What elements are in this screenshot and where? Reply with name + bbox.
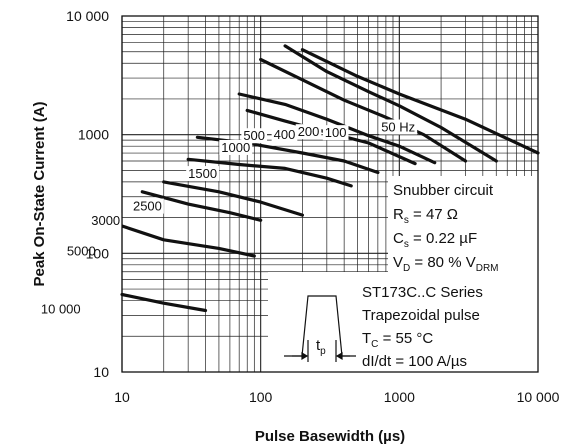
series-label: 2500: [130, 198, 164, 214]
series-label: 200: [295, 124, 322, 140]
series-label-text: 2500: [133, 199, 162, 214]
tick-labels: 10 100 1000 10 000 10 100 1000 10 000: [66, 8, 559, 405]
pulse-type-note: Trapezoidal pulse: [362, 307, 480, 324]
series-label: 500: [241, 128, 268, 144]
y-tick-label: 100: [86, 245, 110, 261]
x-tick-label: 10 000: [517, 389, 560, 405]
pulse-width-label: tp: [316, 337, 326, 357]
series-label-bg: [219, 139, 253, 155]
snubber-title: Snubber circuit: [393, 182, 494, 199]
vd-note: VD = 80 % VDRM: [393, 254, 499, 274]
snubber-notes: Snubber circuit Rs = 47 Ω Cs = 0.22 µF V…: [393, 182, 499, 274]
series-label-text: 10 000: [41, 301, 81, 316]
series-label: 1500: [186, 166, 220, 182]
rs-note: Rs = 47 Ω: [393, 206, 458, 226]
y-axis-label: Peak On-State Current (A): [31, 101, 48, 286]
x-tick-label: 100: [249, 389, 273, 405]
y-tick-label: 10 000: [66, 8, 109, 24]
y-tick-label: 1000: [78, 127, 109, 143]
x-axis-label: Pulse Basewidth (µs): [255, 428, 405, 445]
curve-labels: 50 Hz1002004005001000150025003000500010 …: [38, 119, 418, 317]
series-curve: [259, 57, 468, 163]
series-label: 50 Hz: [379, 119, 418, 135]
tc-note: TC = 55 °C: [362, 330, 433, 350]
didt-note: dI/dt = 100 A/µs: [362, 353, 467, 370]
series-label: 1000: [219, 139, 253, 155]
series-label: 5000: [64, 243, 98, 259]
series-label-text: 400: [274, 127, 296, 142]
series-curve: [120, 292, 208, 313]
series-curve: [162, 180, 304, 217]
series-label-bg: [89, 212, 123, 228]
series-label-bg: [64, 243, 98, 259]
series-label-bg: [271, 127, 298, 143]
plot-frame: [121, 15, 539, 373]
series-label-bg: [186, 166, 220, 182]
y-tick-label: 10: [93, 364, 109, 380]
series-label-bg: [379, 119, 418, 135]
cs-note: Cs = 0.22 µF: [393, 230, 477, 250]
trapezoid-pulse-icon: [284, 295, 356, 362]
series-label-bg: [38, 301, 83, 317]
series-curve: [283, 44, 498, 163]
series-label: 400: [271, 127, 298, 143]
series-label-text: 500: [243, 128, 265, 143]
series-label-bg: [130, 198, 164, 214]
series-label-text: 200: [298, 124, 320, 139]
series-curve: [120, 224, 256, 258]
series-curve: [186, 157, 353, 188]
series-label-text: 1000: [221, 140, 250, 155]
series-label: 100: [322, 125, 349, 141]
series-label-bg: [295, 124, 322, 140]
series-label-bg: [322, 125, 349, 141]
series-curve: [140, 190, 263, 222]
series-label: 3000: [89, 212, 123, 228]
x-tick-label: 10: [114, 389, 130, 405]
series-label-text: 3000: [91, 213, 120, 228]
x-tick-label: 1000: [384, 389, 415, 405]
series-label: 10 000: [38, 301, 83, 317]
series-label-text: 1500: [188, 166, 217, 181]
series-label-text: 100: [325, 125, 347, 140]
series-label-bg: [241, 128, 268, 144]
series-label-text: 5000: [67, 243, 96, 258]
series-name-note: ST173C..C Series: [362, 284, 483, 301]
series-notes: ST173C..C Series Trapezoidal pulse TC = …: [362, 284, 483, 370]
snubber-box: [388, 176, 538, 272]
series-label-text: 50 Hz: [381, 120, 415, 135]
series-info-box: [268, 272, 538, 372]
series-curve: [300, 48, 540, 155]
